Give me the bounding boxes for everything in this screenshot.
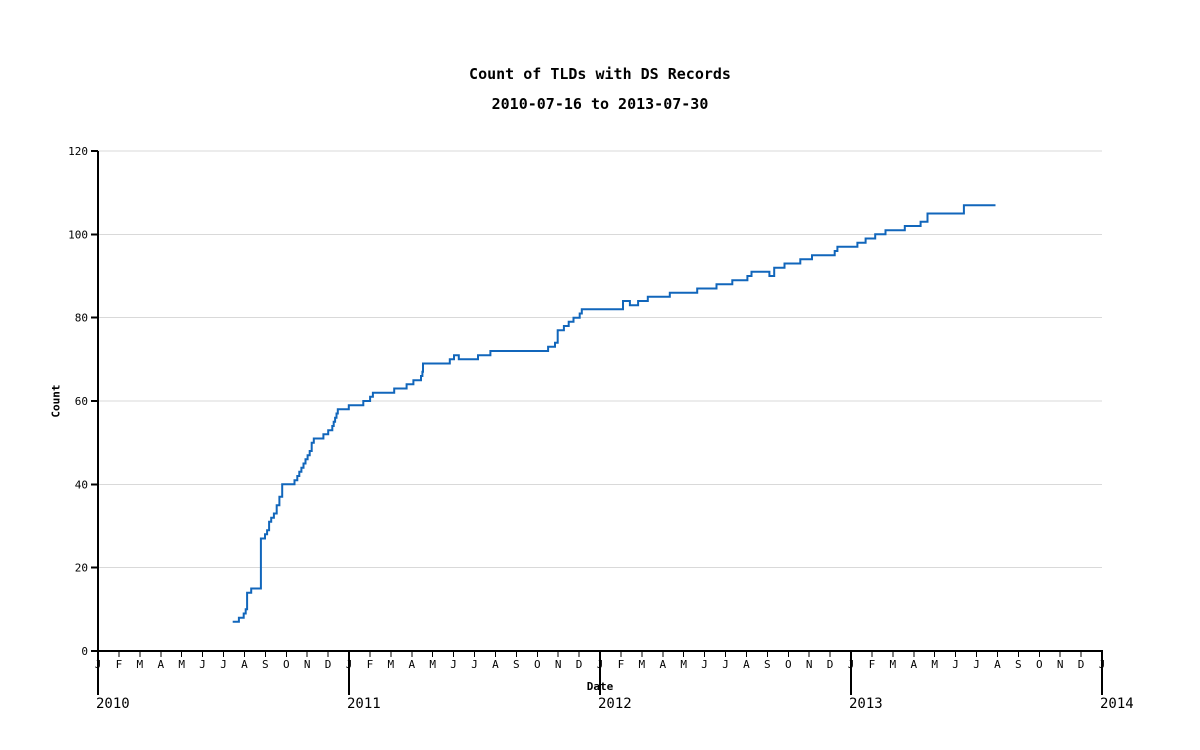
- svg-text:J: J: [973, 658, 980, 671]
- svg-text:J: J: [597, 658, 604, 671]
- svg-text:A: A: [910, 658, 917, 671]
- svg-text:M: M: [890, 658, 897, 671]
- series-step-line: [232, 204, 996, 623]
- svg-text:A: A: [743, 658, 750, 671]
- svg-text:N: N: [806, 658, 813, 671]
- svg-text:20: 20: [75, 562, 88, 575]
- svg-text:O: O: [1036, 658, 1043, 671]
- svg-text:S: S: [262, 658, 269, 671]
- svg-text:N: N: [304, 658, 311, 671]
- y-tick-labels: 0 20 40 60 80 100 120: [68, 145, 88, 658]
- svg-text:N: N: [1057, 658, 1064, 671]
- svg-text:S: S: [764, 658, 771, 671]
- svg-text:0: 0: [81, 645, 88, 658]
- svg-text:2011: 2011: [347, 696, 381, 712]
- y-axis: [91, 150, 99, 652]
- svg-text:D: D: [827, 658, 834, 671]
- svg-text:J: J: [199, 658, 206, 671]
- svg-text:J: J: [346, 658, 353, 671]
- year-tick-labels: 2010 2011 2012 2013 2014: [96, 696, 1134, 712]
- svg-text:J: J: [722, 658, 729, 671]
- svg-text:2013: 2013: [849, 696, 883, 712]
- svg-text:M: M: [137, 658, 144, 671]
- svg-text:J: J: [848, 658, 855, 671]
- svg-text:J: J: [95, 658, 102, 671]
- svg-text:M: M: [680, 658, 687, 671]
- svg-text:O: O: [534, 658, 541, 671]
- svg-text:J: J: [220, 658, 227, 671]
- svg-text:S: S: [513, 658, 520, 671]
- svg-text:F: F: [869, 658, 876, 671]
- chart-subtitle: 2010-07-16 to 2013-07-30: [491, 95, 709, 113]
- svg-text:A: A: [157, 658, 164, 671]
- y-gridlines: [98, 150, 1102, 569]
- svg-text:F: F: [618, 658, 625, 671]
- svg-text:J: J: [701, 658, 708, 671]
- svg-text:40: 40: [75, 478, 88, 491]
- svg-text:2012: 2012: [598, 696, 632, 712]
- svg-text:D: D: [325, 658, 332, 671]
- svg-text:O: O: [283, 658, 290, 671]
- svg-text:J: J: [450, 658, 457, 671]
- svg-text:M: M: [931, 658, 938, 671]
- svg-text:J: J: [1099, 658, 1106, 671]
- svg-text:120: 120: [68, 145, 88, 158]
- svg-text:M: M: [429, 658, 436, 671]
- x-axis: [97, 650, 1103, 695]
- svg-text:N: N: [555, 658, 562, 671]
- svg-text:J: J: [471, 658, 478, 671]
- svg-text:2014: 2014: [1100, 696, 1134, 712]
- ds-count-line: [232, 204, 996, 623]
- svg-text:F: F: [367, 658, 374, 671]
- svg-text:80: 80: [75, 312, 88, 325]
- svg-text:100: 100: [68, 228, 88, 241]
- svg-text:O: O: [785, 658, 792, 671]
- svg-text:D: D: [1078, 658, 1085, 671]
- svg-text:A: A: [659, 658, 666, 671]
- svg-text:F: F: [116, 658, 123, 671]
- svg-text:A: A: [241, 658, 248, 671]
- svg-text:2010: 2010: [96, 696, 130, 712]
- chart-title: Count of TLDs with DS Records: [469, 65, 731, 83]
- svg-text:A: A: [492, 658, 499, 671]
- svg-text:D: D: [576, 658, 583, 671]
- svg-text:J: J: [952, 658, 959, 671]
- svg-text:M: M: [178, 658, 185, 671]
- svg-text:60: 60: [75, 395, 88, 408]
- svg-text:A: A: [994, 658, 1001, 671]
- svg-text:M: M: [388, 658, 395, 671]
- svg-text:S: S: [1015, 658, 1022, 671]
- svg-text:M: M: [639, 658, 646, 671]
- svg-text:A: A: [408, 658, 415, 671]
